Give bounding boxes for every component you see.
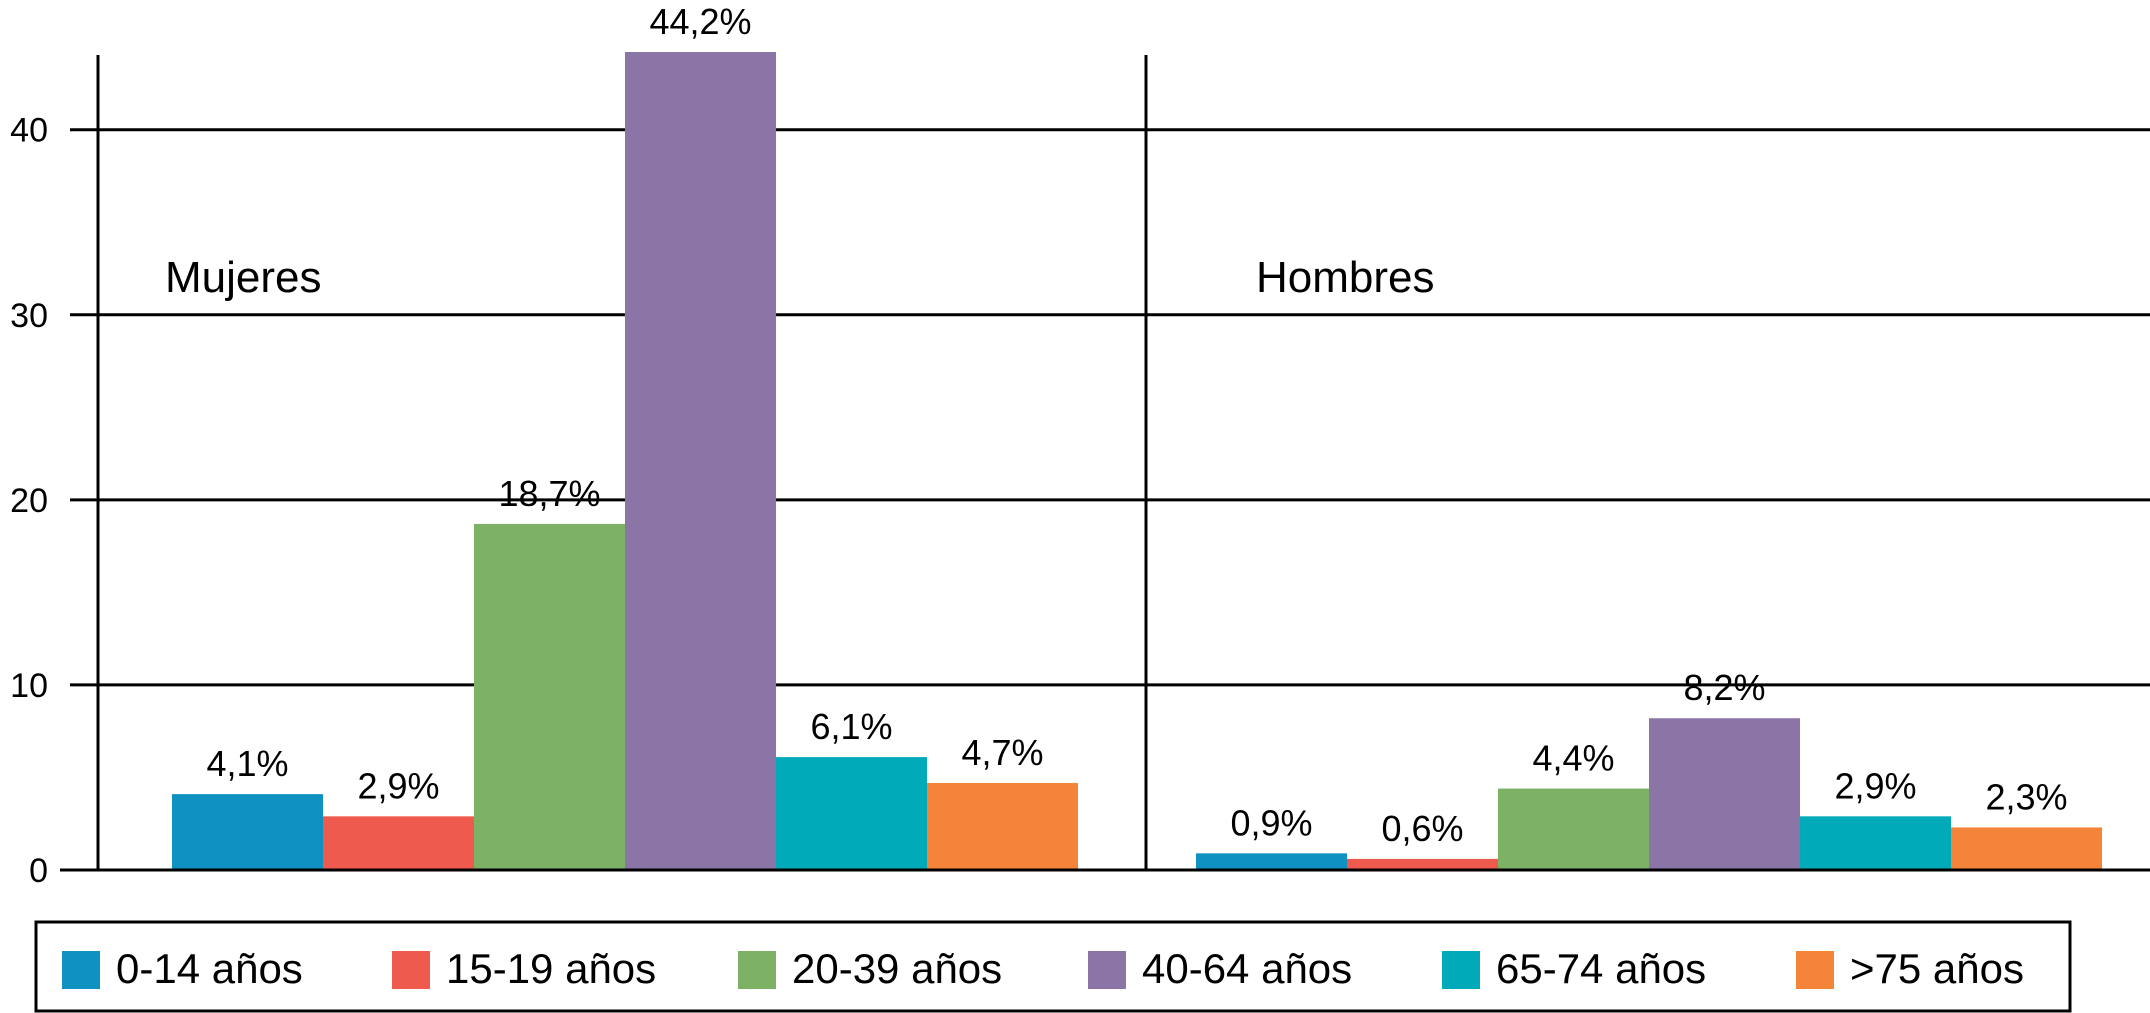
data-label: 8,2%: [1683, 667, 1765, 708]
bar: [625, 52, 776, 870]
legend-swatch: [1442, 951, 1480, 989]
legend-swatch: [1088, 951, 1126, 989]
data-label: 4,7%: [961, 732, 1043, 773]
legend-label: 0-14 años: [116, 945, 303, 992]
bar: [927, 783, 1078, 870]
data-label: 4,4%: [1532, 738, 1614, 779]
bar: [1649, 718, 1800, 870]
gridlines: [70, 128, 2150, 687]
bar: [172, 794, 323, 870]
y-tick-label: 10: [10, 667, 48, 705]
data-labels: 4,1% 0,9% 2,9% 0,6% 18,7% 4,4% 44,2% 8,2% 6,1% 2,…: [206, 1, 2067, 849]
data-label: 2,3%: [1985, 776, 2067, 817]
legend-swatch: [1796, 951, 1834, 989]
group-label: Mujeres: [165, 253, 322, 302]
bar: [776, 757, 927, 870]
data-label: 18,7%: [498, 473, 600, 514]
legend-swatch: [62, 951, 100, 989]
axes: [60, 55, 2150, 872]
data-label: 0,6%: [1381, 808, 1463, 849]
data-label: 2,9%: [1834, 765, 1916, 806]
y-tick-label: 40: [10, 112, 48, 150]
legend-label: 20-39 años: [792, 945, 1002, 992]
legend-label: >75 años: [1850, 945, 2024, 992]
legend: 0-14 años 15-19 años 20-39 años 40-64 años 6…: [34, 920, 2072, 1013]
y-axis-ticks: 0 10 20 30 40: [10, 112, 48, 890]
data-label: 44,2%: [649, 1, 751, 42]
legend-label: 65-74 años: [1496, 945, 1706, 992]
y-tick-label: 20: [10, 482, 48, 520]
bar: [1196, 853, 1347, 870]
data-label: 6,1%: [810, 706, 892, 747]
data-label: 0,9%: [1230, 802, 1312, 843]
bar: [323, 816, 474, 870]
y-tick-label: 30: [10, 297, 48, 335]
bar: [474, 523, 625, 870]
legend-label: 40-64 años: [1142, 945, 1352, 992]
bar: [1800, 816, 1951, 870]
bars: [172, 52, 2102, 870]
group-label: Hombres: [1256, 253, 1435, 302]
group-labels: Mujeres Hombres: [165, 253, 1435, 302]
data-label: 2,9%: [357, 765, 439, 806]
y-tick-label: 0: [29, 852, 48, 890]
legend-swatch: [738, 951, 776, 989]
bar: [1498, 788, 1649, 870]
bar: [1951, 827, 2102, 870]
legend-swatch: [392, 951, 430, 989]
bar: [1347, 858, 1498, 870]
legend-label: 15-19 años: [446, 945, 656, 992]
legend-box: [34, 920, 2072, 1013]
data-label: 4,1%: [206, 743, 288, 784]
